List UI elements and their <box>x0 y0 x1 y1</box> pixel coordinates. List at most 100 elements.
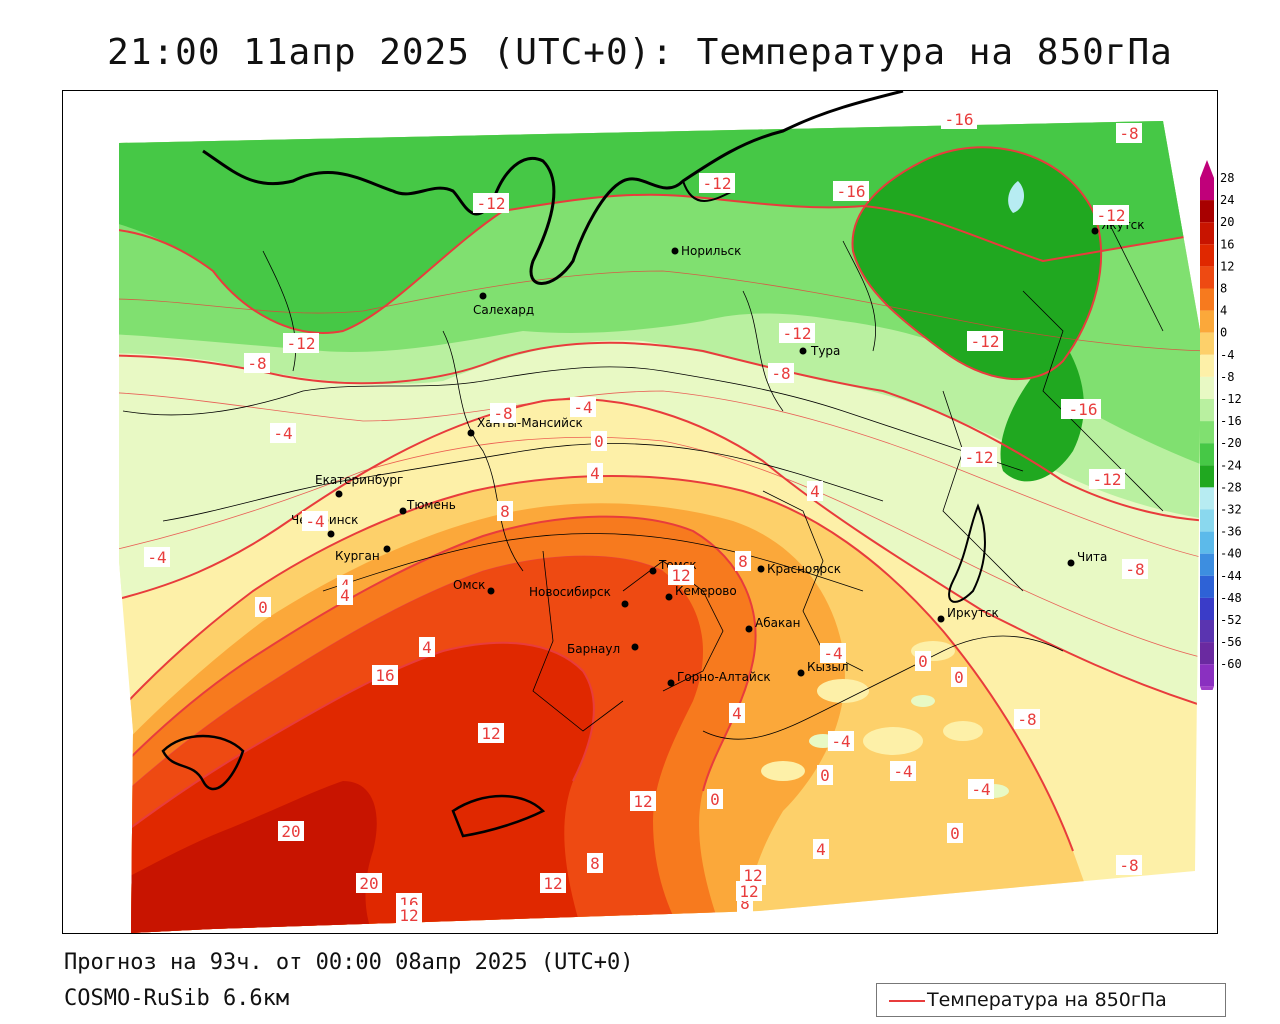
city-marker[interactable]: Тюмень <box>399 498 456 515</box>
isotherm-label: 0 <box>951 667 967 687</box>
city-marker[interactable]: Омск <box>453 578 495 595</box>
isotherm-label-text: 8 <box>738 552 748 571</box>
isotherm-label: -12 <box>1093 205 1129 225</box>
colorbar-swatch <box>1200 421 1214 444</box>
colorbar-tick-label: -44 <box>1220 569 1242 583</box>
city-marker[interactable]: Барнаул <box>567 642 639 656</box>
isotherm-label: -8 <box>244 353 270 373</box>
colorbar-tick-label: -40 <box>1220 547 1242 561</box>
isotherm-label-bg <box>283 333 319 353</box>
isotherm-label-text: -4 <box>893 762 912 781</box>
isotherm-label-text: -4 <box>823 644 842 663</box>
city-dot <box>479 292 487 300</box>
city-marker[interactable]: Салехард <box>473 292 534 318</box>
isotherm-label-text: -12 <box>783 324 812 343</box>
isotherm-label: 0 <box>255 597 271 617</box>
isotherm-label-bg <box>668 565 694 585</box>
colorbar-tick-label: -8 <box>1220 370 1234 384</box>
colorbar-tick-label: -52 <box>1220 613 1242 627</box>
colorbar-tick-label: 24 <box>1220 193 1234 207</box>
isotherm-label-bg <box>1116 123 1142 143</box>
city-dot <box>745 625 753 633</box>
colorbar-tick-label: -28 <box>1220 480 1242 494</box>
isotherm-label-text: 0 <box>594 432 604 451</box>
isotherm-label: 12 <box>736 881 762 901</box>
city-marker[interactable]: Новосибирск <box>529 585 629 608</box>
isotherm-label: 0 <box>947 823 963 843</box>
isotherm-label-text: -4 <box>147 548 166 567</box>
city-marker[interactable]: Горно-Алтайск <box>667 670 771 687</box>
city-dot <box>399 507 407 515</box>
colorbar-swatch <box>1200 465 1214 488</box>
isotherm-label: 12 <box>630 791 656 811</box>
city-marker[interactable]: Кызыл <box>797 660 849 677</box>
city-marker[interactable]: Тура <box>799 344 841 358</box>
isotherm-label: -12 <box>779 323 815 343</box>
isotherm-label-text: -8 <box>1125 560 1144 579</box>
colorbar-bottom-arrow <box>1200 686 1214 690</box>
isotherm-label-text: -8 <box>1119 124 1138 143</box>
isotherm-label: 4 <box>419 637 435 657</box>
isotherm-label: -4 <box>570 397 596 417</box>
isotherm-label-text: 12 <box>543 874 562 893</box>
isotherm-label-text: 4 <box>340 586 350 605</box>
temperature-map[interactable]: СалехардНорильскЯкутскТураХанты-Мансийск… <box>62 90 1218 934</box>
map-title: 21:00 11апр 2025 (UTC+0): Температура на… <box>107 32 1173 73</box>
colorbar-swatch <box>1200 620 1214 643</box>
isotherm-label-text: 0 <box>918 652 928 671</box>
isotherm-label-text: -12 <box>287 334 316 353</box>
isotherm-label: -16 <box>1065 399 1101 419</box>
colorbar-swatch <box>1200 244 1214 267</box>
colorbar-swatch <box>1200 664 1214 687</box>
isotherm-label-text: 0 <box>950 824 960 843</box>
legend-label: Температура на 850гПа <box>927 989 1167 1011</box>
isotherm-label-bg <box>729 703 745 723</box>
city-dot <box>487 587 495 595</box>
isotherm-label: 12 <box>540 873 566 893</box>
isotherm-label-text: -8 <box>1017 710 1036 729</box>
colorbar-tick-label: -16 <box>1220 414 1242 428</box>
isotherm-label-bg <box>570 397 596 417</box>
colorbar-tick-label: 8 <box>1220 282 1227 296</box>
city-marker[interactable]: Курган <box>335 545 391 564</box>
city-name: Красноярск <box>767 562 841 576</box>
isotherm-label-bg <box>968 779 994 799</box>
isotherm-label-text: 4 <box>810 482 820 501</box>
city-dot <box>1067 559 1075 567</box>
colorbar-swatch <box>1200 597 1214 620</box>
isotherm-label: -16 <box>941 109 977 129</box>
isotherm-label-bg <box>699 173 735 193</box>
isotherm-label: 4 <box>729 703 745 723</box>
city-marker[interactable]: Иркутск <box>937 606 999 623</box>
colorbar-tick-label: -4 <box>1220 348 1234 362</box>
isotherm-label-text: -8 <box>493 404 512 423</box>
isotherm-label-text: 12 <box>739 882 758 901</box>
city-marker[interactable]: Чита <box>1067 550 1108 567</box>
isotherm-label-text: 12 <box>743 866 762 885</box>
isotherm-label-bg <box>740 865 766 885</box>
isotherm-label: 20 <box>356 873 382 893</box>
isotherm-label-bg <box>1014 709 1040 729</box>
isotherm-label: -8 <box>490 403 516 423</box>
city-marker[interactable]: Абакан <box>745 616 801 633</box>
isotherm-label-text: -12 <box>703 174 732 193</box>
isotherm-label-bg <box>779 323 815 343</box>
colorbar-tick-label: 12 <box>1220 259 1234 273</box>
isotherm-label: 8 <box>735 551 751 571</box>
isotherm-label-bg <box>278 821 304 841</box>
city-dot <box>467 429 475 437</box>
city-dot <box>799 347 807 355</box>
city-marker[interactable]: Красноярск <box>757 562 841 576</box>
isotherm-label-text: -12 <box>477 194 506 213</box>
isotherm-label-text: 4 <box>590 464 600 483</box>
colorbar-tick-label: 28 <box>1220 171 1234 185</box>
colorbar-tick-label: 20 <box>1220 215 1234 229</box>
city-marker[interactable]: Екатеринбург <box>315 473 403 498</box>
city-marker[interactable]: Норильск <box>671 244 742 258</box>
isotherm-label-text: 8 <box>740 894 750 913</box>
city-marker[interactable]: Кемерово <box>665 584 737 601</box>
isotherm-label-bg <box>302 511 328 531</box>
isotherm-label-text: -8 <box>247 354 266 373</box>
city-dot <box>383 545 391 553</box>
isotherm-label-bg <box>735 551 751 571</box>
